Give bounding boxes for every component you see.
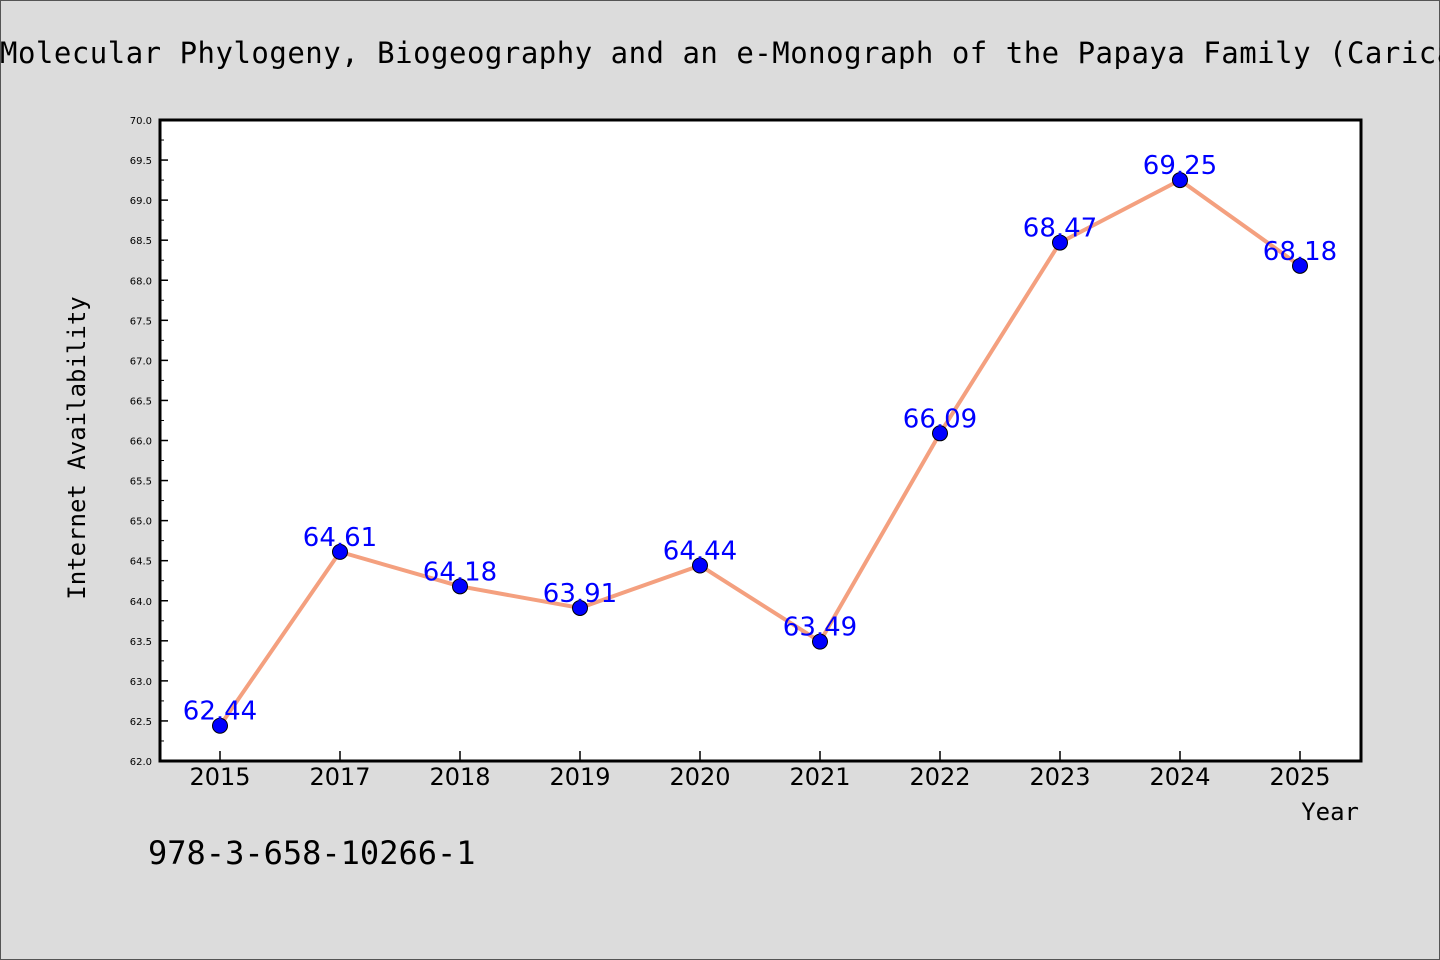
y-tick-label: 69.0 (130, 196, 152, 207)
data-label: 62.44 (183, 697, 257, 727)
y-tick-label: 68.5 (130, 236, 152, 247)
y-tick-label: 66.0 (130, 437, 152, 448)
data-point (932, 425, 948, 442)
data-point (812, 633, 828, 650)
y-axis-title: Internet Availability (63, 296, 91, 599)
x-tick-label: 2020 (669, 763, 730, 791)
data-point (572, 599, 588, 616)
y-tick-label: 67.5 (130, 316, 152, 327)
data-label: 64.18 (423, 557, 497, 587)
x-tick-label: 2019 (549, 763, 610, 791)
x-tick-label: 2015 (189, 763, 250, 791)
y-tick-label: 65.0 (130, 517, 152, 528)
x-tick-label: 2018 (429, 763, 490, 791)
data-label: 69.25 (1143, 151, 1217, 181)
y-tick-label: 67.0 (130, 356, 152, 367)
y-tick-label: 63.0 (130, 677, 152, 688)
data-point (1172, 172, 1188, 189)
data-labels: 62.44 64.61 64.18 63.91 64.44 63.49 66.09 68.47… (183, 151, 1337, 727)
plot-area (158, 118, 1363, 763)
x-tick-label: 2024 (1149, 763, 1210, 791)
x-tick-label: 2025 (1269, 763, 1330, 791)
data-point (332, 543, 348, 560)
x-tick-label: 2022 (909, 763, 970, 791)
y-tick-label: 62.5 (130, 717, 152, 728)
y-tick-label: 69.5 (130, 156, 152, 167)
y-tick-label: 66.5 (130, 396, 152, 407)
y-tick-label: 68.0 (130, 276, 152, 287)
x-tick-label: 2021 (789, 763, 850, 791)
y-tick-label: 65.5 (130, 477, 152, 488)
x-tick-label: 2017 (309, 763, 370, 791)
data-label: 63.49 (783, 613, 857, 643)
data-point (212, 717, 228, 734)
data-point (692, 557, 708, 574)
x-axis: 2015 2017 2018 2019 2020 2021 2022 2023 2024 2025 (189, 751, 1331, 791)
series-line (218, 178, 1302, 728)
chart-title: Molecular Phylogeny, Biogeography and an… (0, 36, 1440, 70)
isbn-footer: 978-3-658-10266-1 (148, 834, 476, 872)
y-tick-label: 62.0 (130, 757, 152, 768)
y-tick-label: 63.5 (130, 637, 152, 648)
data-point (1052, 234, 1068, 251)
data-point (1292, 257, 1308, 274)
x-tick-label: 2023 (1029, 763, 1090, 791)
y-tick-label: 70.0 (130, 116, 152, 127)
y-axis: 62.0 62.5 63.0 63.5 64.0 64.5 65.0 65.5 66.0 66.5… (130, 116, 168, 768)
data-label: 68.18 (1263, 237, 1337, 267)
y-tick-label: 64.0 (130, 597, 152, 608)
data-label: 64.61 (303, 523, 377, 553)
series-layer (212, 172, 1308, 734)
data-label: 63.91 (543, 579, 617, 609)
data-point (452, 578, 468, 595)
data-label: 64.44 (663, 536, 737, 566)
y-tick-label: 64.5 (130, 557, 152, 568)
data-label: 68.47 (1023, 214, 1097, 244)
data-label: 66.09 (903, 404, 977, 434)
x-axis-title: Year (1301, 798, 1359, 826)
